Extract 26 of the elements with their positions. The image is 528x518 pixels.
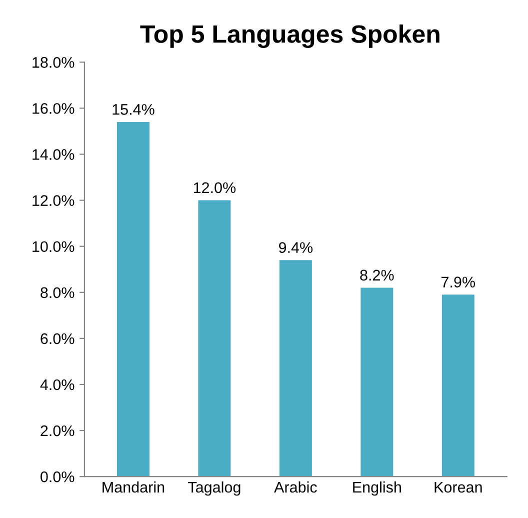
x-tick-label: Arabic [274,481,317,493]
bar [198,200,231,477]
y-tick-label: 14.0% [32,149,74,160]
x-tick-label: English [353,481,401,496]
data-label: 7.9% [442,276,476,288]
bar [279,260,312,477]
data-label: 12.0% [194,182,236,194]
data-label: 15.4% [112,104,154,115]
y-tick-label: 6.0% [40,333,74,344]
y-tick-label: 0.0% [40,471,74,482]
data-label: 9.4% [278,242,313,253]
bar [360,288,394,477]
data-label: 8.2% [360,270,394,281]
bar [442,294,474,477]
y-tick-label: 12.0% [32,195,74,206]
y-tick-label: 4.0% [40,379,74,390]
x-tick-label: Mandarin [102,481,164,493]
y-tick-label: 2.0% [40,425,74,436]
x-tick-label: Korean [434,482,482,493]
y-tick-label: 16.0% [32,103,74,114]
y-tick-label: 10.0% [32,241,74,252]
y-tick-label: 18.0% [32,57,74,68]
y-tick-label: 8.0% [40,287,74,298]
bar [116,122,150,477]
chart-title: Top 5 Languages Spoken [140,24,440,48]
x-tick-label: Tagalog [188,481,240,496]
